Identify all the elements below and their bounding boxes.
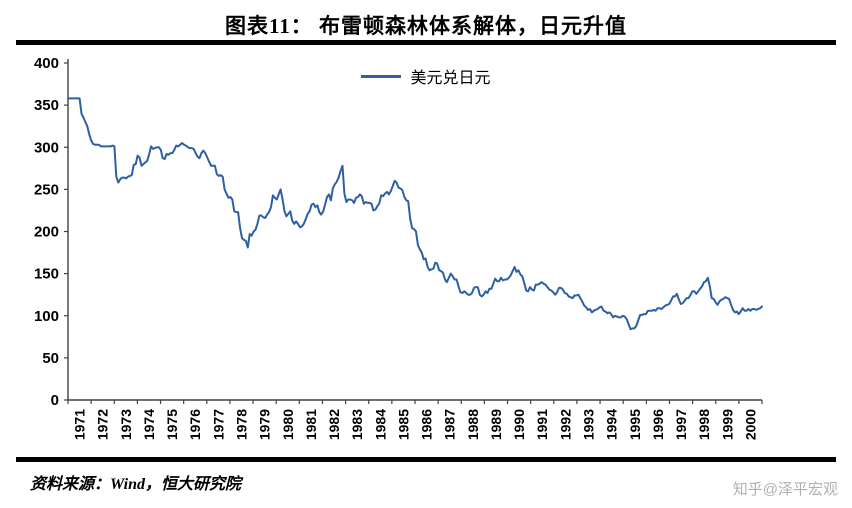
svg-text:1986: 1986 (419, 409, 435, 440)
svg-text:1985: 1985 (395, 409, 411, 440)
legend-line-swatch (361, 74, 402, 78)
svg-text:400: 400 (34, 55, 59, 72)
page-title: 图表11： 布雷顿森林体系解体，日元升值 (224, 14, 628, 38)
svg-text:200: 200 (34, 224, 59, 241)
svg-text:1992: 1992 (557, 409, 573, 440)
svg-text:1973: 1973 (118, 409, 134, 440)
svg-text:250: 250 (34, 181, 59, 198)
svg-text:350: 350 (34, 97, 59, 114)
svg-text:1998: 1998 (696, 409, 712, 440)
svg-text:1975: 1975 (164, 409, 180, 440)
svg-text:1984: 1984 (372, 409, 388, 440)
svg-text:1979: 1979 (257, 409, 273, 440)
top-divider (16, 40, 836, 45)
svg-text:1972: 1972 (95, 409, 111, 440)
bottom-divider (16, 457, 836, 462)
svg-text:300: 300 (34, 139, 59, 156)
svg-text:1994: 1994 (604, 409, 620, 440)
chart-area: 美元兑日元 0 50 100 150 200 250 300 350 400 1971 1972 19… (0, 52, 852, 452)
svg-text:1993: 1993 (581, 409, 597, 440)
svg-text:1999: 1999 (719, 409, 735, 440)
legend: 美元兑日元 (0, 64, 852, 88)
svg-text:1971: 1971 (72, 409, 88, 440)
legend-label: 美元兑日元 (410, 70, 491, 87)
svg-text:1981: 1981 (303, 409, 319, 440)
svg-text:1980: 1980 (280, 409, 296, 440)
svg-text:1983: 1983 (349, 409, 365, 440)
source-note: 资料来源：Wind，恒大研究院 (30, 476, 241, 493)
svg-text:100: 100 (34, 308, 59, 325)
svg-text:1997: 1997 (673, 409, 689, 440)
svg-text:1996: 1996 (650, 409, 666, 440)
svg-text:1978: 1978 (234, 409, 250, 440)
svg-text:1988: 1988 (465, 409, 481, 440)
svg-text:1982: 1982 (326, 409, 342, 440)
svg-text:1991: 1991 (534, 409, 550, 440)
svg-text:1974: 1974 (141, 409, 157, 440)
line-chart: 0 50 100 150 200 250 300 350 400 1971 1972 1973 1974… (34, 55, 763, 440)
svg-text:50: 50 (42, 350, 59, 367)
svg-text:2000: 2000 (742, 409, 758, 440)
svg-text:1977: 1977 (210, 409, 226, 440)
watermark: 知乎@泽平宏观 (732, 481, 838, 498)
svg-text:150: 150 (34, 266, 59, 283)
svg-text:1987: 1987 (442, 409, 458, 440)
svg-text:1995: 1995 (627, 409, 643, 440)
svg-text:1990: 1990 (511, 409, 527, 440)
svg-text:1976: 1976 (187, 409, 203, 440)
svg-text:0: 0 (51, 392, 59, 409)
svg-text:1989: 1989 (488, 409, 504, 440)
